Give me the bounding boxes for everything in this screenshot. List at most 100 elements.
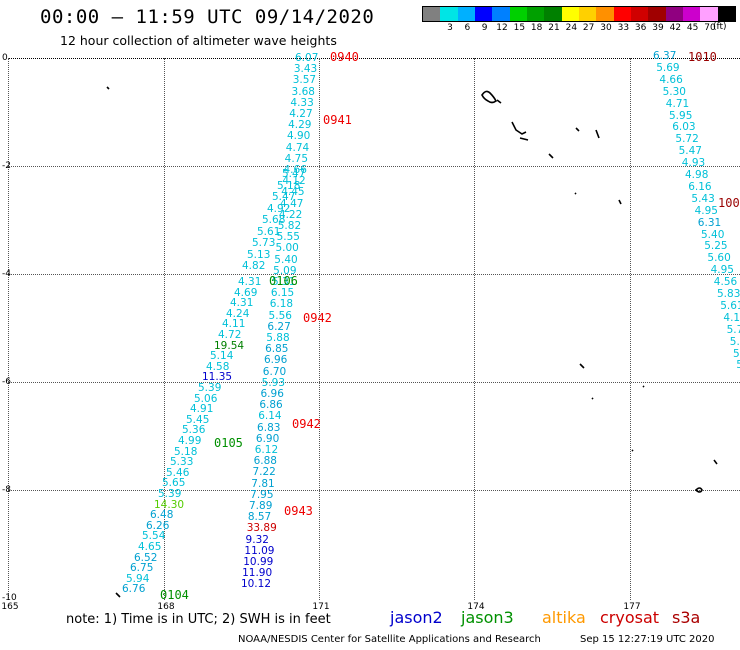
swh-value: 5.39	[198, 382, 222, 394]
swh-value: 5.82	[277, 220, 302, 232]
swh-value: 6.90	[255, 432, 280, 445]
scale-tick-label: 45	[686, 23, 699, 33]
swh-value: 5.95	[669, 109, 693, 122]
swh-value: 5.47	[733, 347, 740, 360]
swh-value: 5.62	[729, 335, 740, 348]
scale-tick-label: 3	[447, 23, 453, 33]
swh-value: 6.96	[260, 388, 284, 400]
scale-tick-label: 24	[565, 23, 578, 33]
swh-value: 4.66	[283, 164, 307, 176]
swh-value: 6.03	[672, 121, 696, 134]
scale-swatch	[578, 7, 597, 21]
credit-text: NOAA/NESDIS Center for Satellite Applica…	[238, 634, 541, 645]
swh-value: 14.30	[154, 498, 185, 511]
swh-value: 6.15	[270, 287, 295, 300]
longitude-label: 165	[1, 602, 19, 612]
scale-tick-label: 12	[496, 23, 508, 33]
swh-value: 5.6	[736, 359, 740, 372]
swh-value: 5.65	[162, 477, 186, 490]
swh-value: 4.92	[267, 202, 291, 215]
swh-value: 4.71	[665, 97, 690, 110]
scale-swatch	[630, 7, 649, 21]
satellite-legend-cryosat: cryosat	[600, 608, 660, 627]
swh-value: 5.54	[142, 530, 166, 543]
swh-value: 3.68	[291, 85, 315, 98]
swh-value: 5.13	[247, 248, 271, 261]
swh-value: 5.60	[707, 252, 731, 265]
scale-swatch	[423, 7, 441, 21]
swh-value: 4.95	[710, 264, 734, 277]
swh-value: 4.75	[284, 152, 309, 165]
scale-swatch	[682, 7, 701, 21]
swh-value: 5.88	[266, 332, 290, 344]
swh-value: 4.72	[218, 329, 242, 341]
scale-tick-label: 9	[481, 23, 488, 33]
longitude-line	[164, 58, 165, 600]
scale-swatch	[457, 7, 475, 21]
swh-value: 5.69	[656, 61, 680, 74]
swh-value: 6.76	[122, 583, 146, 596]
chart-title: 00:00 – 11:59 UTC 09/14/2020	[40, 6, 375, 28]
swh-value: 5.45	[186, 413, 210, 426]
swh-value: 4.69	[234, 286, 258, 299]
swh-value: 4.65	[138, 541, 162, 553]
latitude-line	[8, 274, 740, 275]
swh-value: 8.57	[247, 511, 272, 524]
swh-value: 6.88	[253, 455, 277, 468]
swh-value: 5.43	[691, 192, 715, 205]
swh-value: 6.18	[269, 298, 294, 311]
swh-value: 4.12	[282, 175, 306, 188]
scale-swatch	[665, 7, 683, 21]
pass-time-label: 0941	[323, 113, 352, 127]
pass-time-label: 1010	[688, 50, 717, 64]
swh-value: 5.33	[170, 456, 194, 469]
latitude-label: -8	[2, 485, 11, 495]
swh-value: 4.74	[285, 141, 310, 154]
scale-tick-label: 42	[669, 23, 682, 33]
swh-value: 5.39	[158, 488, 182, 500]
chart-subtitle: 12 hour collection of altimeter wave hei…	[60, 33, 337, 48]
longitude-label: 177	[623, 602, 641, 612]
generated-timestamp: Sep 15 12:27:19 UTC 2020	[580, 634, 715, 645]
swh-value: 5.06	[194, 392, 218, 405]
swh-value: 6.83	[257, 421, 281, 434]
swh-value: 6.37	[653, 50, 677, 62]
swh-value: 6.12	[254, 444, 279, 456]
swh-value: 4.95	[694, 204, 718, 217]
swh-value: 4.31	[230, 297, 254, 310]
swh-value: 6.26	[146, 519, 170, 532]
scale-swatch	[509, 7, 527, 21]
pass-time-label: 0104	[160, 588, 189, 602]
swh-value: 5.73	[252, 237, 276, 249]
pass-time-label: 0942	[292, 417, 321, 431]
swh-value: 7.22	[252, 466, 276, 479]
longitude-line	[474, 58, 475, 600]
swh-value: 5.31	[272, 276, 296, 288]
swh-value: 4.90	[286, 130, 311, 143]
swh-value: 11.90	[242, 567, 273, 580]
pass-time-label: 0105	[214, 436, 243, 450]
swh-value: 6.27	[267, 320, 291, 333]
swh-value: 4.27	[289, 108, 313, 120]
scale-tick-label: 21	[548, 23, 560, 33]
swh-value: 4.82	[242, 260, 266, 272]
scale-swatch	[596, 7, 614, 21]
scale-swatch	[717, 7, 735, 21]
swh-value: 4.98	[685, 169, 709, 181]
swh-value: 5.40	[274, 253, 298, 266]
scale-swatch	[613, 7, 631, 21]
swh-value: 5.00	[275, 242, 299, 255]
scale-tick-label: 27	[582, 23, 595, 33]
latitude-label: -10	[2, 593, 17, 603]
swh-value: 4.22	[278, 208, 303, 221]
pass-time-label: 0942	[303, 311, 332, 325]
satellite-legend-altika: altika	[542, 608, 586, 627]
swh-value: 5.30	[662, 85, 686, 98]
swh-value: 5.93	[261, 376, 286, 389]
swh-value: 7.95	[250, 488, 274, 501]
satellite-legend-s3a: s3a	[672, 608, 701, 627]
scale-swatch	[440, 7, 458, 21]
swh-value: 4.29	[288, 119, 312, 132]
